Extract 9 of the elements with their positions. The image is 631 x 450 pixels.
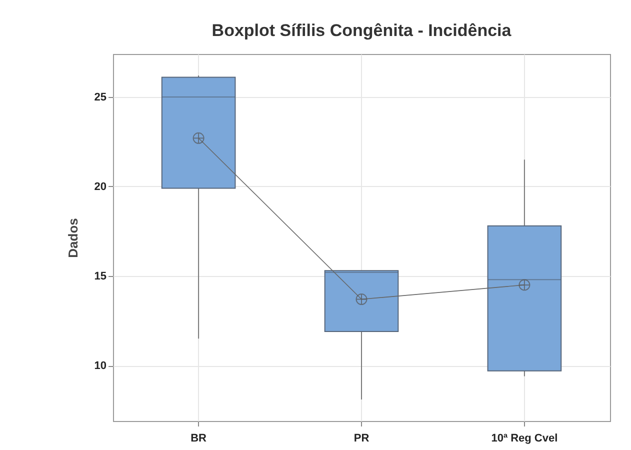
x-tick-label: PR: [354, 432, 370, 444]
x-tick-label: 10ª Reg Cvel: [491, 432, 558, 444]
y-tick-label: 20: [94, 180, 106, 193]
y-axis-title: Dados: [65, 218, 80, 258]
chart-title: Boxplot Sífilis Congênita - Incidência: [212, 21, 512, 40]
y-tick-label: 10: [94, 360, 106, 372]
y-tick-label: 15: [94, 270, 106, 282]
y-tick-label: 25: [94, 91, 106, 104]
x-tick-label: BR: [190, 432, 207, 444]
